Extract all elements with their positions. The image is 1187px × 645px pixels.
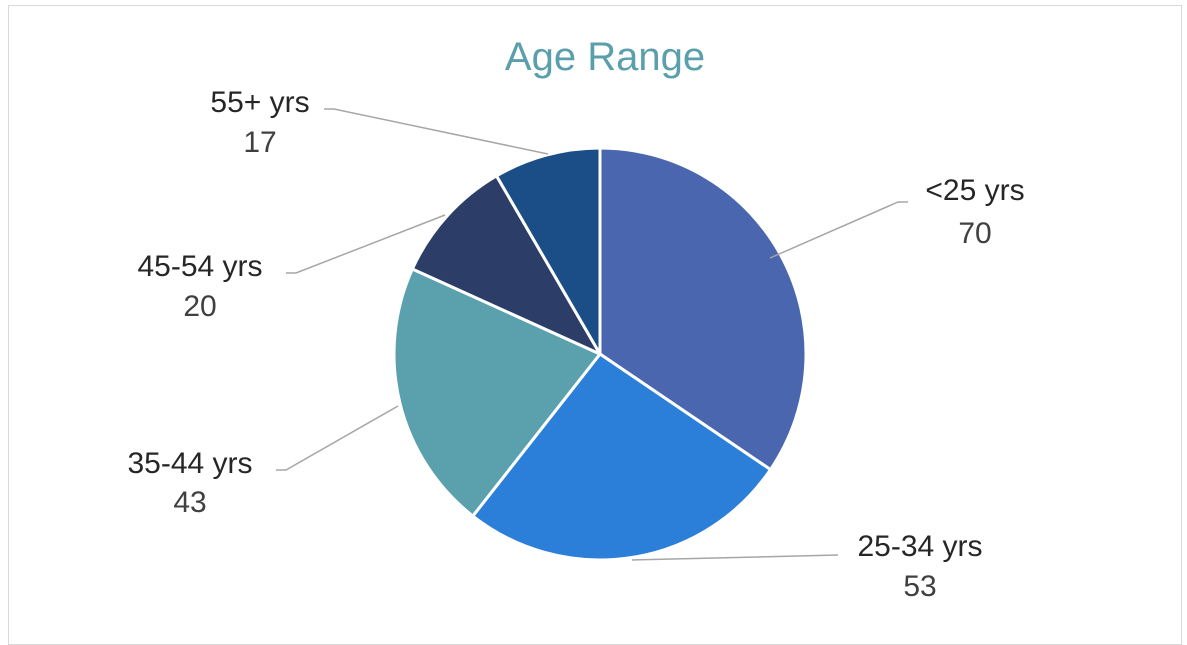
data-label-category-3: 35-44 yrs (127, 447, 252, 480)
leader-line-1 (769, 201, 908, 259)
data-label-value-1: 70 (958, 217, 991, 250)
leader-line-5 (324, 108, 549, 155)
pie-chart: Age Range <25 yrs 70 25-34 yrs 53 35-44 yrs 4… (127, 35, 1024, 603)
data-label-category-5: 55+ yrs (210, 86, 309, 119)
pie-slice-2 (471, 352, 773, 562)
data-label-value-5: 17 (243, 126, 276, 159)
pie-slice-1 (598, 146, 808, 472)
leader-lines (276, 108, 908, 561)
data-label-value-3: 43 (173, 486, 206, 519)
chart-title: Age Range (505, 35, 705, 79)
data-labels: <25 yrs 70 25-34 yrs 53 35-44 yrs 43 45-54 yrs… (127, 86, 1024, 603)
leader-line-3 (276, 405, 399, 471)
data-label-category-2: 25-34 yrs (857, 530, 982, 563)
leader-line-2 (631, 554, 839, 561)
data-label-value-4: 20 (183, 290, 216, 323)
data-label-category-1: <25 yrs (925, 174, 1024, 207)
data-label-value-2: 53 (903, 570, 936, 603)
data-label-category-4: 45-54 yrs (137, 250, 262, 283)
leader-line-4 (286, 214, 446, 274)
pie-slice-5 (495, 146, 602, 356)
pie-slices (392, 146, 808, 562)
pie-slice-4 (410, 174, 602, 356)
